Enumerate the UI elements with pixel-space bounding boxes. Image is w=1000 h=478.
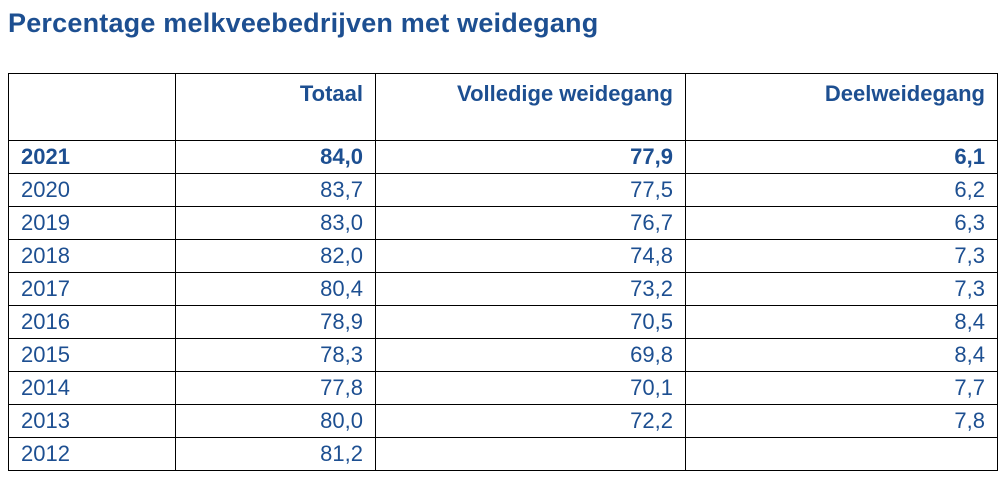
value-cell: 83,7 bbox=[175, 173, 376, 207]
value-cell: 84,0 bbox=[175, 140, 376, 174]
table-row: 2014 77,8 70,1 7,7 bbox=[8, 371, 998, 405]
value-cell: 81,2 bbox=[175, 437, 376, 471]
header-cell-deelweidegang: Deelweidegang bbox=[685, 73, 998, 141]
value-cell: 6,3 bbox=[685, 206, 998, 240]
table-body: 2021 84,0 77,9 6,1 2020 83,7 77,5 6,2 2019 83,0 76… bbox=[8, 140, 998, 471]
year-cell: 2017 bbox=[8, 272, 176, 306]
value-cell: 76,7 bbox=[375, 206, 686, 240]
table-row: 2015 78,3 69,8 8,4 bbox=[8, 338, 998, 372]
year-cell: 2016 bbox=[8, 305, 176, 339]
year-cell: 2018 bbox=[8, 239, 176, 273]
value-cell: 74,8 bbox=[375, 239, 686, 273]
header-row: Totaal Volledige weidegang Deelweidegang bbox=[8, 73, 998, 141]
value-cell: 6,1 bbox=[685, 140, 998, 174]
value-cell: 80,4 bbox=[175, 272, 376, 306]
header-cell-empty bbox=[8, 73, 176, 141]
value-cell: 77,9 bbox=[375, 140, 686, 174]
table-row: 2020 83,7 77,5 6,2 bbox=[8, 173, 998, 207]
table-row: 2012 81,2 bbox=[8, 437, 998, 471]
header-cell-volledige-weidegang: Volledige weidegang bbox=[375, 73, 686, 141]
header-cell-totaal: Totaal bbox=[175, 73, 376, 141]
year-cell: 2013 bbox=[8, 404, 176, 438]
value-cell: 77,8 bbox=[175, 371, 376, 405]
data-table: Totaal Volledige weidegang Deelweidegang… bbox=[8, 73, 998, 471]
year-cell: 2012 bbox=[8, 437, 176, 471]
year-cell: 2014 bbox=[8, 371, 176, 405]
value-cell: 8,4 bbox=[685, 338, 998, 372]
value-cell: 72,2 bbox=[375, 404, 686, 438]
year-cell: 2021 bbox=[8, 140, 176, 174]
table-row: 2018 82,0 74,8 7,3 bbox=[8, 239, 998, 273]
table-row: 2016 78,9 70,5 8,4 bbox=[8, 305, 998, 339]
table-row: 2021 84,0 77,9 6,1 bbox=[8, 140, 998, 174]
value-cell: 73,2 bbox=[375, 272, 686, 306]
table-row: 2019 83,0 76,7 6,3 bbox=[8, 206, 998, 240]
year-cell: 2019 bbox=[8, 206, 176, 240]
value-cell: 7,3 bbox=[685, 272, 998, 306]
value-cell: 8,4 bbox=[685, 305, 998, 339]
value-cell: 70,1 bbox=[375, 371, 686, 405]
value-cell: 6,2 bbox=[685, 173, 998, 207]
table-row: 2017 80,4 73,2 7,3 bbox=[8, 272, 998, 306]
value-cell: 80,0 bbox=[175, 404, 376, 438]
value-cell: 69,8 bbox=[375, 338, 686, 372]
table-header: Totaal Volledige weidegang Deelweidegang bbox=[8, 73, 998, 141]
value-cell: 82,0 bbox=[175, 239, 376, 273]
value-cell: 7,8 bbox=[685, 404, 998, 438]
value-cell: 77,5 bbox=[375, 173, 686, 207]
year-cell: 2015 bbox=[8, 338, 176, 372]
value-cell bbox=[685, 437, 998, 471]
value-cell bbox=[375, 437, 686, 471]
year-cell: 2020 bbox=[8, 173, 176, 207]
value-cell: 7,7 bbox=[685, 371, 998, 405]
page-title: Percentage melkveebedrijven met weidegan… bbox=[8, 8, 599, 38]
value-cell: 83,0 bbox=[175, 206, 376, 240]
value-cell: 70,5 bbox=[375, 305, 686, 339]
value-cell: 78,9 bbox=[175, 305, 376, 339]
value-cell: 7,3 bbox=[685, 239, 998, 273]
value-cell: 78,3 bbox=[175, 338, 376, 372]
table-row: 2013 80,0 72,2 7,8 bbox=[8, 404, 998, 438]
